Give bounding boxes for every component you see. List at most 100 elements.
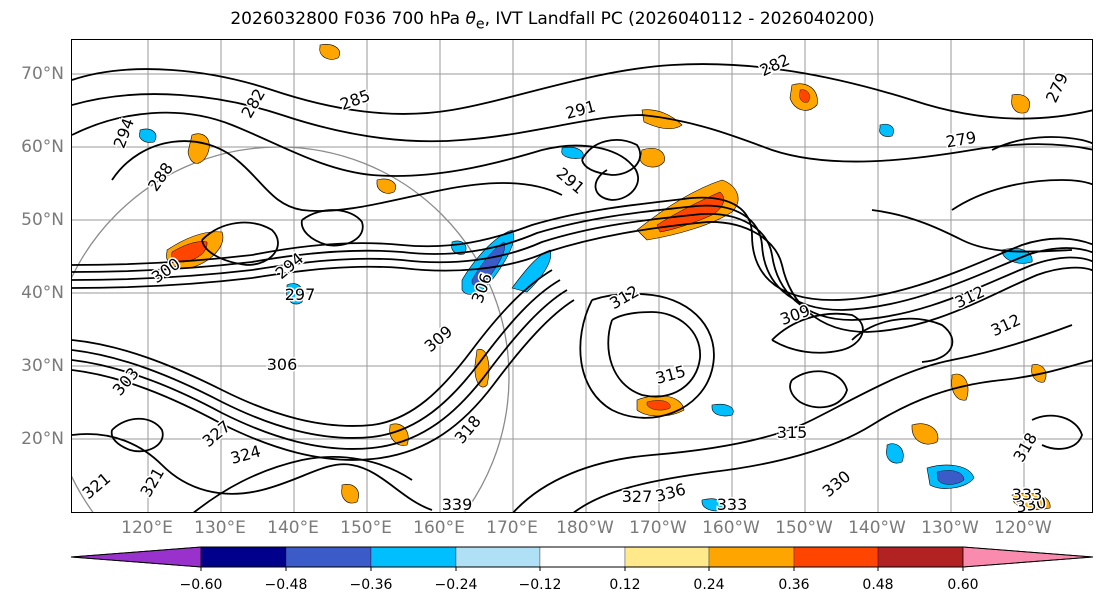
shade-negative-japan-north: [286, 283, 304, 305]
colorbar-tick-label-4: −0.12: [518, 577, 562, 593]
lat-label-40n: 40°N: [21, 283, 64, 303]
theta-e-contour-27: [789, 370, 848, 409]
lat-label-70n: 70°N: [21, 64, 64, 84]
colorbar-bin-3: [370, 546, 457, 568]
title-prefix: 2026032800 F036 700 hPa: [230, 9, 466, 29]
shade-positive-hawaii: [911, 423, 939, 445]
colorbar-bin-4: [455, 546, 541, 568]
theta-e-contour-28: [1031, 414, 1083, 450]
theta-e-contour-13: [193, 456, 413, 512]
theta-e-contour-24: [201, 221, 279, 266]
lat-label-50n: 50°N: [21, 210, 64, 230]
title-theta-symbol: θ: [465, 9, 476, 29]
theta-e-contour-1: [72, 93, 1092, 163]
lon-label-160e: 160°E: [413, 518, 465, 538]
shade-negative-bering-small: [561, 147, 584, 159]
colorbar-tick-label-8: 0.48: [862, 577, 894, 593]
shade-negative-north-pacific: [879, 123, 894, 137]
colorbar-bin-7: [708, 546, 795, 568]
shade-positive-equatorial-west: [341, 484, 359, 504]
map-title: 2026032800 F036 700 hPa θe, IVT Landfall…: [0, 9, 1105, 32]
colorbar-tick-label-3: −0.24: [434, 577, 478, 593]
lon-label-130e: 130°E: [194, 518, 246, 538]
contour-label-25: 327: [622, 487, 653, 506]
theta-e-contour-0: [72, 63, 1092, 120]
shade-positive-central-pacific: [474, 348, 490, 388]
theta-e-contour-8: [72, 269, 553, 427]
colorbar-tick-label-5: 0.12: [609, 577, 641, 593]
shade-negative-kamchatka: [139, 128, 157, 143]
shade-positive-arctic-1-core: [799, 89, 810, 103]
colorbar-tick-label-7: 0.36: [778, 577, 810, 593]
colorbar-bin-1: [200, 546, 287, 568]
theta-e-contour-26: [110, 417, 164, 453]
theta-e-contour-9: [72, 279, 561, 439]
theta-e-contour-16: [579, 292, 715, 419]
contour-label-29: 333: [717, 495, 748, 513]
colorbar-tick-label-1: −0.48: [264, 577, 308, 593]
colorbar-tick-label-2: −0.36: [349, 577, 393, 593]
colorbar-bin-5: [539, 546, 626, 568]
lon-label-180w: 180°W: [556, 518, 614, 538]
lon-label-120e: 120°E: [121, 518, 173, 538]
shade-negative-south-east: [701, 498, 724, 512]
theta-e-contour-6: [72, 213, 1092, 321]
colorbar-bin-2: [285, 546, 372, 568]
shade-negative-east-pacific: [886, 443, 904, 464]
contour-label-7: 297: [285, 285, 316, 304]
theta-e-contour-25: [300, 209, 364, 247]
lon-label-140e: 140°E: [267, 518, 319, 538]
lon-label-170w: 170°W: [629, 518, 687, 538]
contour-label-28: 333: [1012, 485, 1043, 504]
lon-label-130w: 130°W: [921, 518, 979, 538]
lon-label-150e: 150°E: [340, 518, 392, 538]
title-theta-subscript: e: [475, 16, 485, 33]
shade-positive-canada: [1011, 94, 1031, 114]
theta-e-contour-22: [871, 209, 1073, 253]
lon-label-160w: 160°W: [702, 518, 760, 538]
lon-label-150w: 150°W: [775, 518, 833, 538]
shade-negative-midpacific-jet-core: [471, 241, 505, 286]
map-panel: 282 285 288 291 291 294 294 297 300 303 306 306 309 3…: [71, 39, 1093, 513]
graticule-lines: [72, 40, 1092, 512]
colorbar-tick-label-9: 0.60: [947, 577, 979, 593]
colorbar-bin-6: [624, 546, 710, 568]
theta-e-contour-17: [607, 311, 701, 398]
theta-e-contour-15: [573, 359, 1092, 512]
shade-positive-japan-core: [171, 241, 208, 263]
lat-label-60n: 60°N: [21, 137, 64, 157]
theta-e-contour-20: [991, 136, 1092, 151]
shade-positive-equatorial-east: [1011, 492, 1051, 510]
shade-positive-arctic-2: [319, 44, 340, 60]
lon-label-140w: 140°W: [848, 518, 906, 538]
shade-negative-subtropical: [711, 403, 734, 417]
theta-e-contour-21: [951, 179, 1092, 211]
theta-e-contour-23: [581, 139, 642, 176]
theta-e-contour-7: [72, 221, 1092, 333]
theta-e-contour-10: [72, 289, 568, 450]
shade-negative-hawaii-south-core: [936, 470, 965, 485]
theta-e-contour-14: [512, 324, 1073, 512]
title-suffix: , IVT Landfall PC (2026040112 - 20260402…: [484, 9, 875, 29]
theta-e-contour-5: [72, 204, 1092, 311]
ivt-pc-shading: [139, 44, 1051, 512]
shade-positive-gulf: [639, 148, 665, 168]
shade-positive-subtropics-1-core: [646, 400, 671, 411]
shade-positive-sea-of-okhotsk: [376, 178, 397, 194]
colorbar-extend-low: [70, 546, 202, 568]
colorbar-tick-label-6: 0.24: [693, 577, 725, 593]
lon-label-120w: 120°W: [994, 518, 1052, 538]
lat-label-30n: 30°N: [21, 356, 64, 376]
polar-reference-circle: [72, 146, 510, 512]
colorbar-bin-8: [793, 546, 879, 568]
colorbar-segments: [70, 546, 1094, 571]
shade-positive-bering: [641, 109, 683, 130]
lat-label-20n: 20°N: [21, 429, 64, 449]
contour-label-18: 315: [777, 423, 808, 442]
colorbar-extend-high: [962, 546, 1094, 568]
contour-label-26: 330: [1014, 493, 1047, 513]
colorbar-bin-9: [877, 546, 964, 568]
contour-label-11: 306: [267, 355, 298, 374]
theta-e-contour-3: [111, 140, 563, 212]
